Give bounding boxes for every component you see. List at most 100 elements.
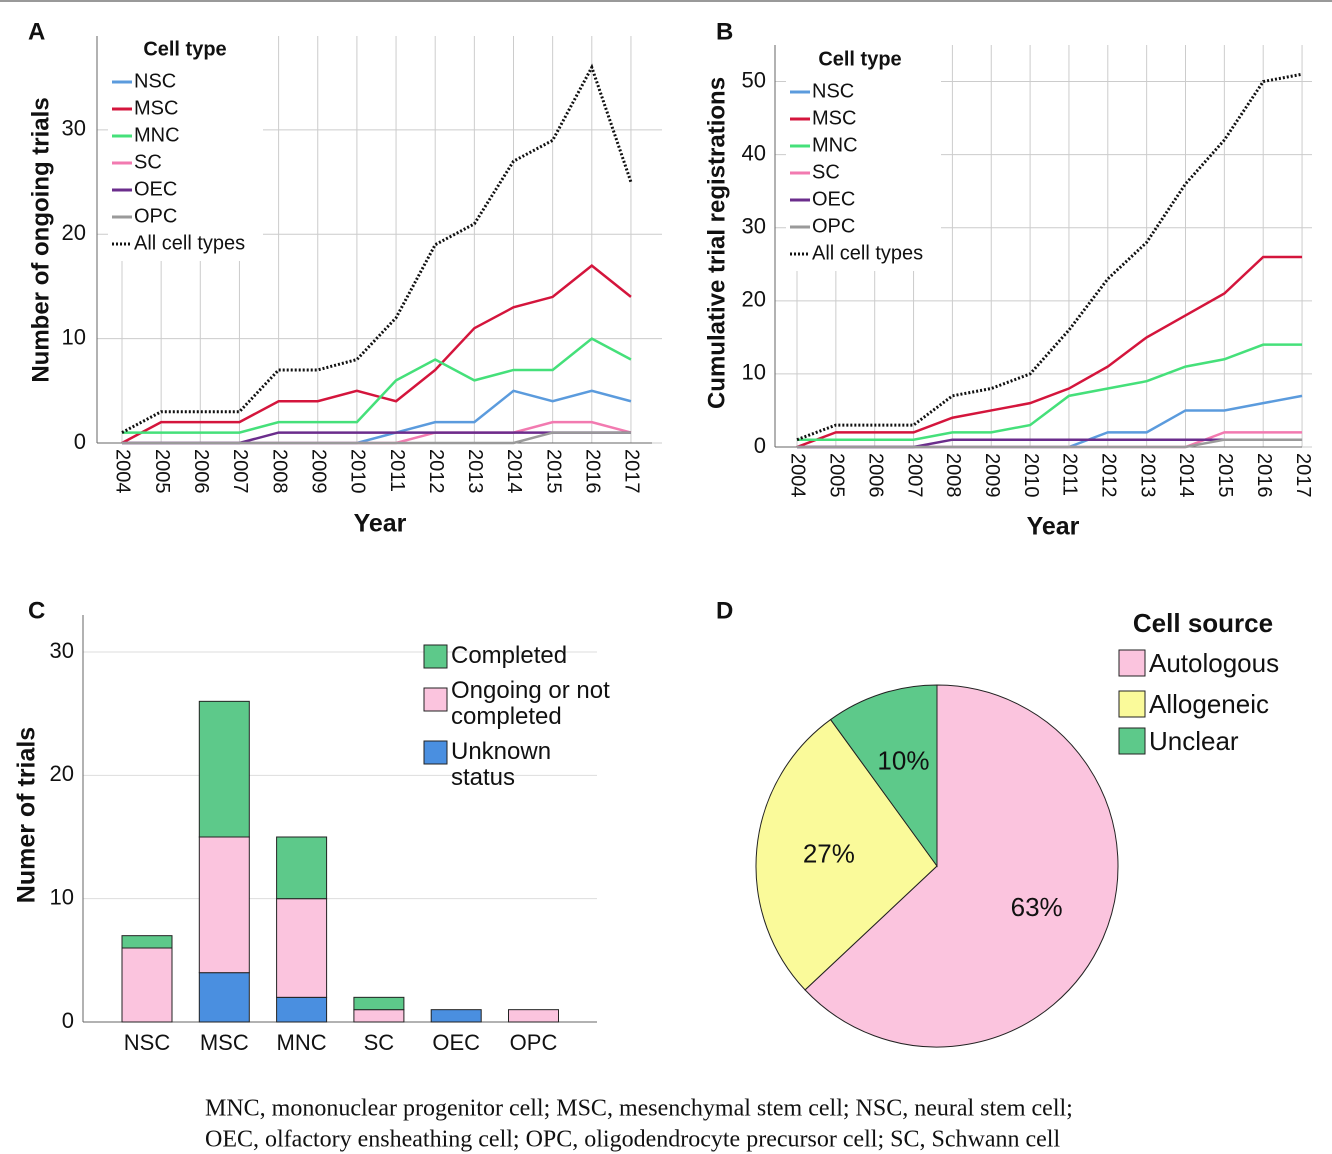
series-line [797, 343, 1303, 441]
x-axis-title: Year [354, 510, 407, 538]
y-tick-label: 10 [742, 360, 766, 385]
y-tick-label: 0 [74, 429, 86, 454]
panel-label: D [716, 597, 733, 624]
legend-swatch [1118, 649, 1146, 677]
x-tick-label: 2012 [425, 449, 447, 494]
x-tick-label: 2004 [112, 449, 134, 494]
bar-segment [198, 836, 250, 974]
bar-segment [353, 996, 405, 1011]
x-tick-label: 2015 [1214, 453, 1236, 498]
y-tick-label: 0 [754, 433, 766, 458]
legend-swatch [1118, 727, 1146, 755]
x-tick-label: 2009 [307, 449, 329, 494]
legend-title: Cell type [143, 38, 226, 60]
legend-title: Cell type [818, 48, 901, 70]
x-tick-label: MSC [200, 1030, 249, 1055]
legend-label: OPC [812, 215, 855, 237]
y-axis-title: Numer of trials [13, 727, 41, 903]
y-axis-title: Cumulative trial registrations [703, 77, 730, 409]
legend-bg [108, 30, 263, 261]
x-tick-label: 2009 [981, 453, 1003, 498]
series-line [796, 72, 1303, 442]
pie-slice [829, 684, 938, 868]
x-axis-title: Year [1027, 513, 1080, 541]
legend-label: NSC [134, 70, 176, 92]
x-tick-label: 2007 [229, 449, 251, 494]
x-tick-label: 2007 [903, 453, 925, 498]
bar-segment [276, 898, 328, 998]
x-tick-label: 2010 [347, 449, 369, 494]
legend-label: SC [134, 151, 162, 173]
x-tick-label: 2006 [190, 449, 212, 494]
x-tick-label: 2011 [1059, 453, 1081, 496]
x-tick-label: OEC [432, 1030, 480, 1055]
legend-swatch [1118, 690, 1146, 718]
x-tick-label: 2008 [268, 449, 290, 494]
legend-label: OEC [134, 178, 177, 200]
pie-slice [755, 718, 938, 991]
legend-label: Completed [451, 642, 568, 669]
caption: MNC, mononuclear progenitor cell; MSC, m… [205, 1096, 1073, 1122]
legend-label: All cell types [134, 232, 245, 254]
x-tick-label: 2004 [787, 453, 809, 498]
legend-label: Allogeneic [1149, 689, 1269, 719]
legend-label: All cell types [812, 242, 923, 264]
legend-label: Unknown status [451, 738, 552, 791]
series-line [121, 263, 632, 445]
x-tick-label: 2014 [503, 449, 525, 494]
legend-label: Autologous [1149, 648, 1279, 678]
series-line [121, 63, 633, 434]
x-tick-label: 2017 [1292, 453, 1314, 498]
x-tick-label: 2015 [542, 449, 564, 494]
y-tick-label: 30 [50, 638, 74, 663]
caption: OEC, olfactory ensheathing cell; OPC, ol… [205, 1127, 1060, 1153]
series-line [122, 337, 632, 434]
bar-segment [198, 700, 250, 838]
panel-label: C [28, 597, 45, 624]
x-tick-label: OPC [510, 1030, 558, 1055]
y-tick-label: 30 [62, 116, 86, 141]
x-tick-label: 2016 [1253, 453, 1275, 498]
legend-swatch [423, 644, 448, 669]
series-line [796, 255, 1303, 449]
bar-segment [508, 1009, 559, 1023]
y-tick-label: 10 [50, 884, 74, 909]
legend-label: OPC [134, 205, 177, 227]
bar-segment [276, 836, 328, 900]
legend-label: SC [812, 161, 840, 183]
bar-segment [353, 1009, 405, 1023]
x-tick-label: 2011 [386, 449, 408, 492]
y-tick-label: 40 [742, 140, 766, 165]
legend-label: MSC [134, 97, 178, 119]
y-tick-label: 10 [62, 324, 86, 349]
panel-label: B [716, 18, 733, 45]
legend-label: MNC [134, 124, 180, 146]
x-tick-label: 2013 [1136, 453, 1158, 498]
legend-label: Unclear [1149, 726, 1239, 756]
series-line [122, 389, 632, 445]
legend-label: NSC [812, 80, 854, 102]
pie-slice [804, 684, 1119, 1048]
x-tick-label: 2017 [621, 449, 643, 494]
x-tick-label: 2014 [1175, 453, 1197, 498]
x-tick-label: 2008 [942, 453, 964, 498]
legend-swatch [423, 687, 448, 712]
x-tick-label: 2013 [464, 449, 486, 493]
legend-title: Cell source [1133, 608, 1273, 638]
x-tick-label: MNC [277, 1030, 327, 1055]
y-tick-label: 20 [50, 761, 74, 786]
series-line [122, 431, 631, 445]
slice-label: 63% [1011, 892, 1063, 922]
legend-swatch [423, 740, 448, 765]
x-tick-label: 2016 [582, 449, 604, 494]
legend-label: Ongoing or not completed [451, 677, 610, 730]
y-axis-title: Number of ongoing trials [27, 97, 54, 382]
legend-bg [786, 40, 941, 271]
y-tick-label: 20 [62, 220, 86, 245]
bar-segment [276, 996, 328, 1023]
x-tick-label: NSC [124, 1030, 171, 1055]
y-tick-label: 50 [742, 67, 766, 92]
x-tick-label: 2012 [1098, 453, 1120, 498]
series-line [797, 438, 1303, 449]
